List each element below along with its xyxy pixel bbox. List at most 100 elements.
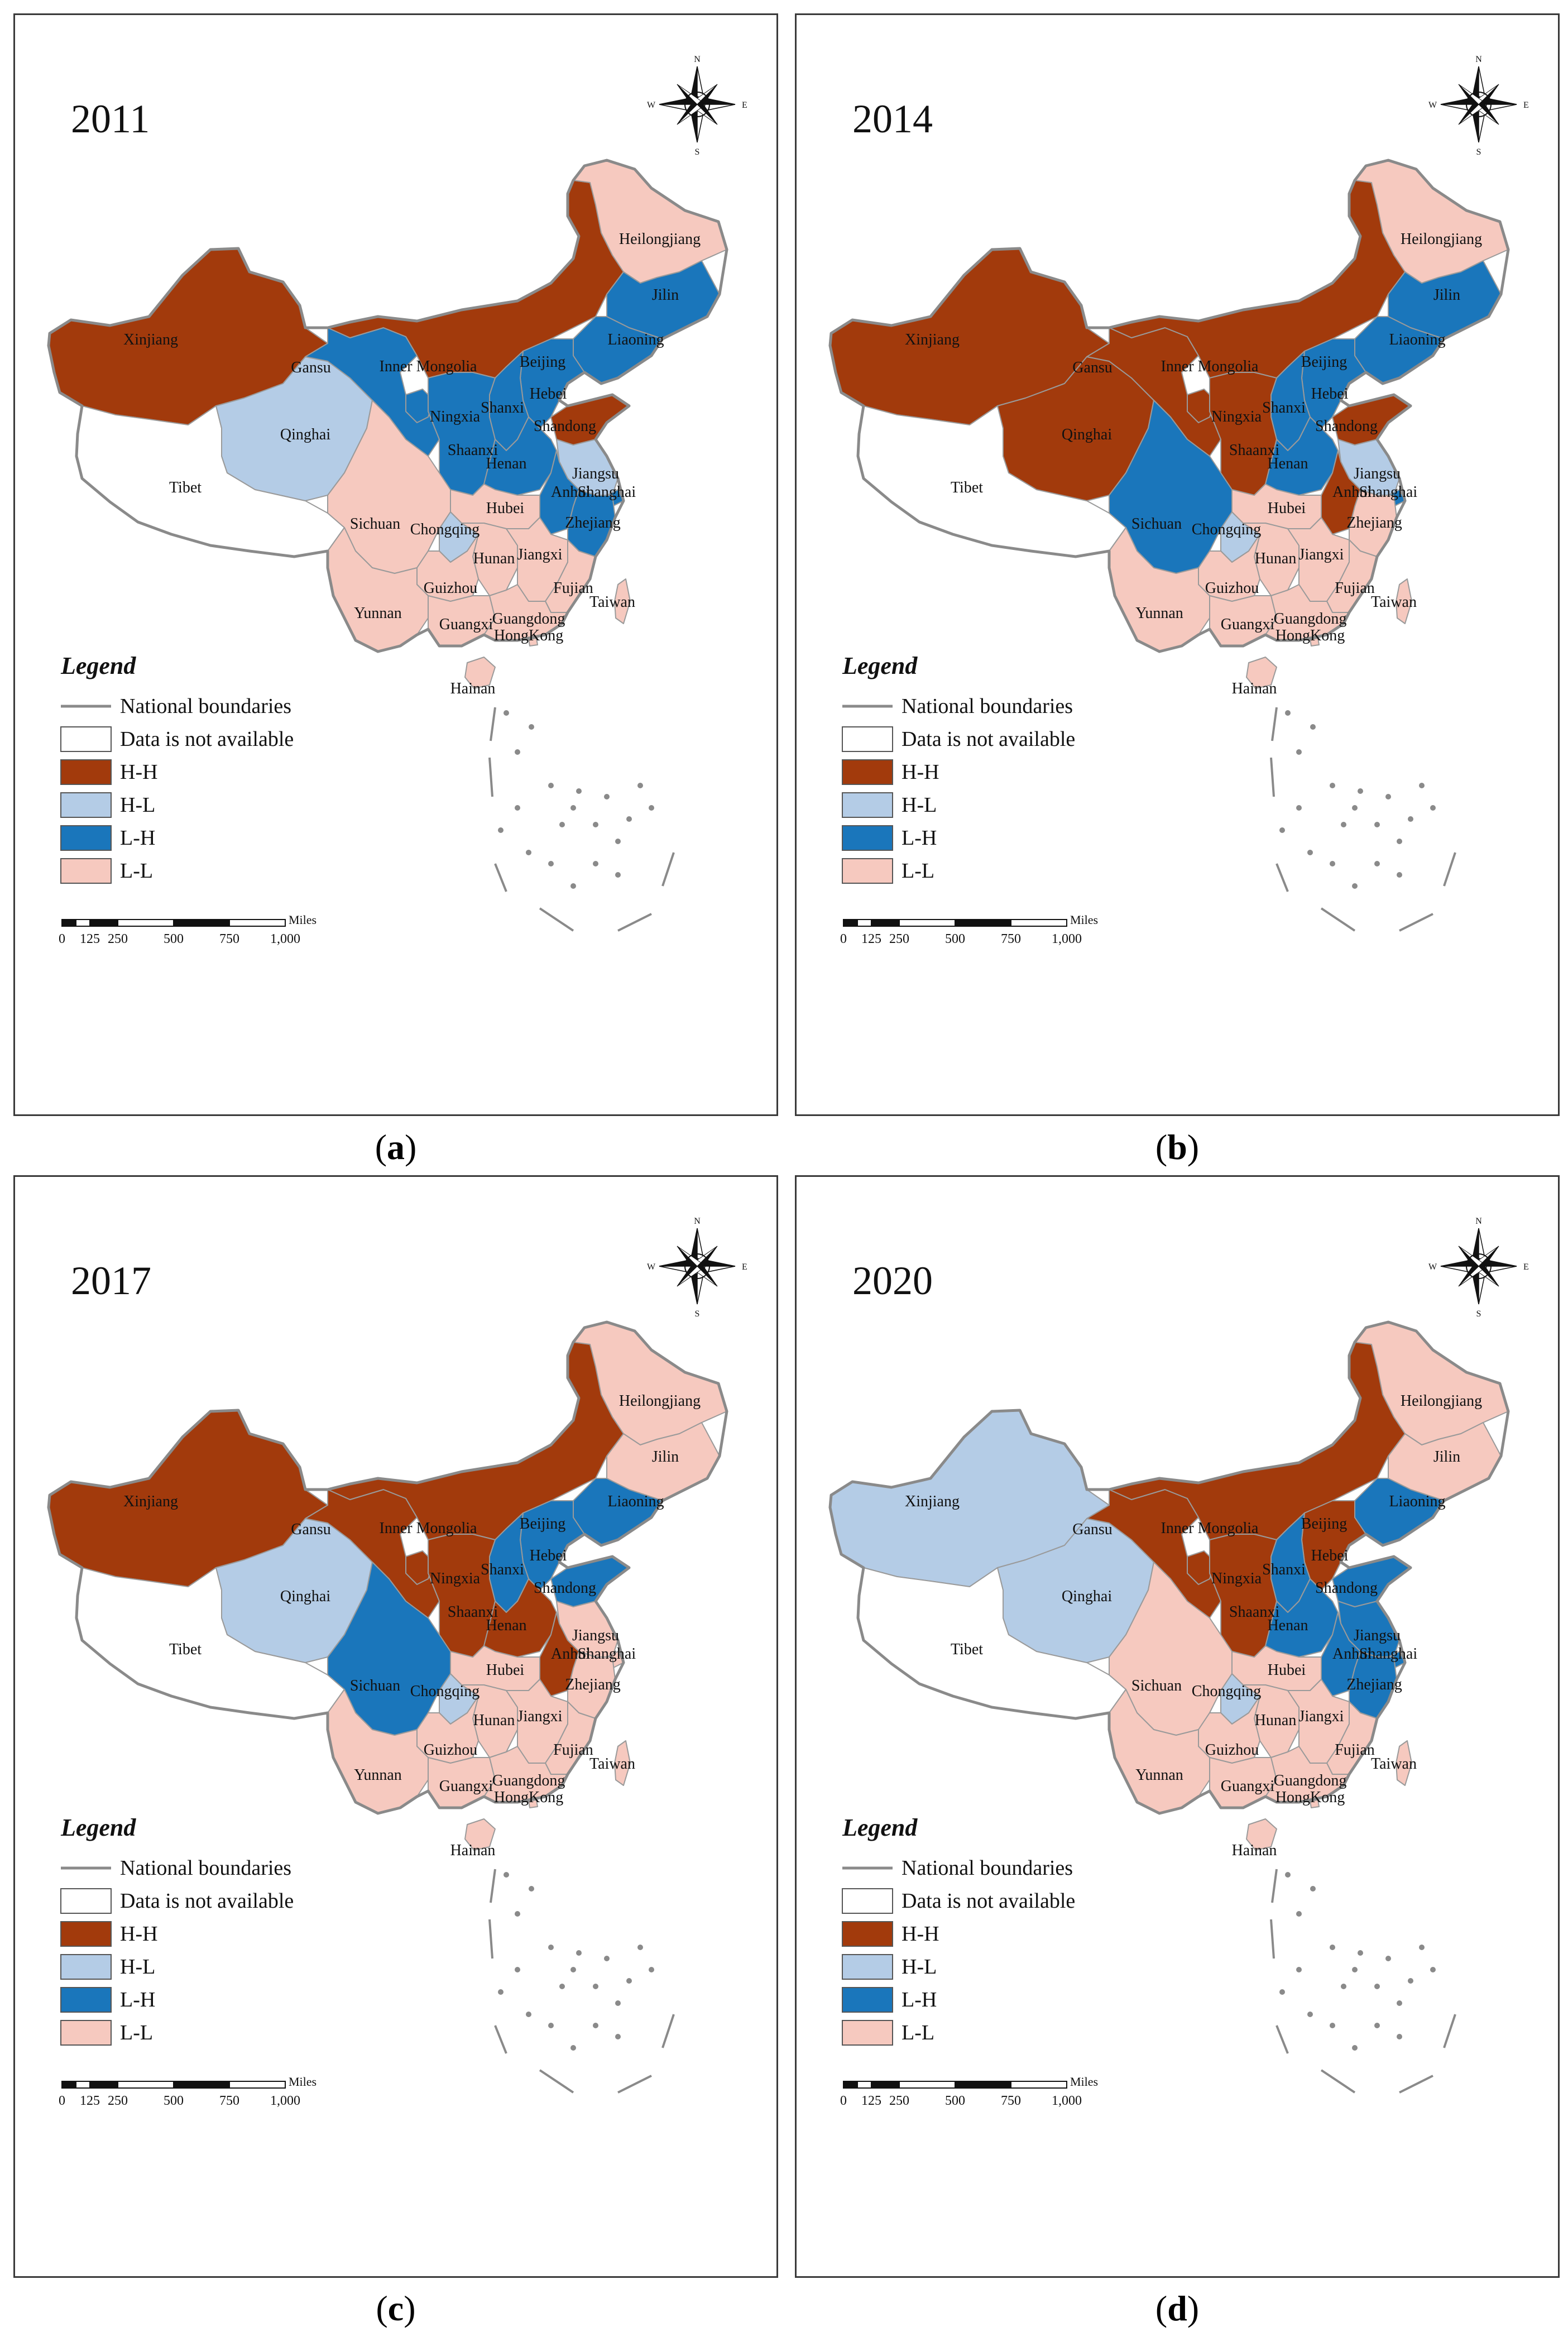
legend-title: Legend xyxy=(842,1814,918,1841)
label-beijing: Beijing xyxy=(520,1515,565,1533)
label-liaoning: Liaoning xyxy=(607,1493,664,1510)
label-beijing: Beijing xyxy=(520,353,565,371)
scale-tick: 125 xyxy=(861,932,881,946)
label-hebei: Hebei xyxy=(1311,385,1349,403)
legend: Legend National boundaries Data is not ava… xyxy=(842,652,1075,884)
caption-b: (b) xyxy=(1155,1127,1200,1167)
scale-tick: 750 xyxy=(219,932,239,946)
compass-e: E xyxy=(1523,100,1529,110)
label-ningxia: Ningxia xyxy=(1211,1570,1262,1587)
label-jiangsu: Jiangsu xyxy=(1354,1627,1401,1644)
label-jiangxi: Jiangxi xyxy=(517,1708,563,1725)
scale-tick: 750 xyxy=(219,2094,239,2108)
label-fujian: Fujian xyxy=(1335,580,1375,597)
label-shaanxi: Shaanxi xyxy=(448,1603,498,1621)
scale-tick: 125 xyxy=(80,932,100,946)
legend-swatch-h-h xyxy=(842,1921,893,1947)
legend: Legend National boundaries Data is not ava… xyxy=(60,1814,294,2046)
compass-n: N xyxy=(1475,55,1482,64)
caption-c: (c) xyxy=(376,2288,416,2328)
legend-label-na: Data is not available xyxy=(902,727,1075,751)
label-guizhou: Guizhou xyxy=(424,580,477,597)
province-hainan xyxy=(464,1818,496,1851)
label-guangdong: Guangdong xyxy=(492,610,565,628)
label-qinghai: Qinghai xyxy=(1062,1588,1112,1605)
scale-bar: 0 125 250 500 750 1,000 Miles xyxy=(840,2075,1098,2108)
legend-label-h-h: H-H xyxy=(902,1922,939,1946)
compass-rose: N S E W xyxy=(1428,55,1529,157)
compass-w: W xyxy=(1428,100,1437,110)
legend-label-h-h: H-H xyxy=(120,760,158,784)
label-jilin: Jilin xyxy=(1433,1448,1460,1466)
legend-title: Legend xyxy=(842,652,918,679)
legend-swatch-h-l xyxy=(60,792,112,818)
label-sichuan: Sichuan xyxy=(350,1677,400,1694)
province-layer xyxy=(48,160,727,689)
legend-label-l-l: L-L xyxy=(120,859,153,883)
scale-unit: Miles xyxy=(1070,913,1098,927)
legend-swatch-na xyxy=(842,1888,893,1914)
label-chongqing: Chongqing xyxy=(410,521,479,538)
scale-tick: 0 xyxy=(840,932,847,946)
legend-title: Legend xyxy=(60,652,136,679)
south-sea-islands xyxy=(488,707,675,932)
legend: Legend National boundaries Data is not ava… xyxy=(842,1814,1075,2046)
national-boundary xyxy=(47,1320,728,1815)
legend-swatch-l-h xyxy=(842,825,893,851)
label-innermongolia: Inner Mongolia xyxy=(1161,358,1259,375)
scale-tick: 125 xyxy=(861,2094,881,2108)
legend-label-na: Data is not available xyxy=(902,1889,1075,1913)
label-henan: Henan xyxy=(486,1617,526,1634)
scale-bar: 0 125 250 500 750 1,000 Miles xyxy=(59,2075,317,2108)
legend-swatch-l-l xyxy=(842,2020,893,2046)
label-taiwan: Taiwan xyxy=(1371,593,1417,611)
compass-rose: N S E W xyxy=(1428,1217,1529,1319)
scale-tick: 750 xyxy=(1001,932,1021,946)
label-shandong: Shandong xyxy=(534,1579,596,1597)
label-zhejiang: Zhejiang xyxy=(565,514,621,531)
compass-rose: N S E W xyxy=(647,55,747,157)
map-panel-d: 2020 Xinjiang Tibet Qinghai Gansu Inner Mongo… xyxy=(795,1175,1560,2278)
label-beijing: Beijing xyxy=(1301,353,1347,371)
compass-w: W xyxy=(647,1262,656,1272)
label-shanghai: Shanghai xyxy=(1359,483,1417,501)
legend-label-na: Data is not available xyxy=(120,1889,294,1913)
china-map-d: 2020 Xinjiang Tibet Qinghai Gansu Inner Mongo… xyxy=(828,1217,1529,2108)
china-map-b: 2014 Xinjiang Tibet Qinghai Gansu Inner Mongo… xyxy=(828,55,1529,946)
province-taiwan xyxy=(614,1740,631,1786)
label-guangxi: Guangxi xyxy=(1221,616,1275,633)
province-layer xyxy=(829,1321,1509,1851)
caption-a: (a) xyxy=(375,1127,417,1167)
label-guangxi: Guangxi xyxy=(1221,1778,1275,1795)
label-guangxi: Guangxi xyxy=(439,1778,493,1795)
province-ningxia xyxy=(1187,1550,1216,1585)
label-hunan: Hunan xyxy=(473,1712,515,1729)
label-hebei: Hebei xyxy=(530,385,567,403)
scale-tick: 250 xyxy=(108,2094,128,2108)
scale-tick: 1,000 xyxy=(1052,932,1082,946)
label-sichuan: Sichuan xyxy=(1131,1677,1182,1694)
label-jiangxi: Jiangxi xyxy=(1299,1708,1344,1725)
legend-label-l-h: L-H xyxy=(902,1988,937,2012)
compass-e: E xyxy=(742,1262,747,1272)
label-shanxi: Shanxi xyxy=(481,1561,524,1578)
compass-rose: N S E W xyxy=(647,1217,747,1319)
scale-tick: 500 xyxy=(164,932,184,946)
label-henan: Henan xyxy=(1267,1617,1308,1634)
legend-label-l-l: L-L xyxy=(120,2021,153,2044)
label-shaanxi: Shaanxi xyxy=(1229,442,1279,459)
province-ningxia xyxy=(405,1550,434,1585)
label-jilin: Jilin xyxy=(1433,286,1460,304)
label-guangdong: Guangdong xyxy=(492,1772,565,1789)
label-shaanxi: Shaanxi xyxy=(448,442,498,459)
label-taiwan: Taiwan xyxy=(1371,1755,1417,1773)
label-jiangxi: Jiangxi xyxy=(517,546,563,563)
label-ningxia: Ningxia xyxy=(430,1570,481,1587)
compass-w: W xyxy=(647,100,656,110)
label-zhejiang: Zhejiang xyxy=(1346,1676,1402,1693)
legend-swatch-l-h xyxy=(60,1987,112,2013)
label-guangdong: Guangdong xyxy=(1274,1772,1347,1789)
label-hebei: Hebei xyxy=(530,1547,567,1564)
province-taiwan xyxy=(1396,578,1412,624)
south-sea-islands xyxy=(488,1869,675,2094)
